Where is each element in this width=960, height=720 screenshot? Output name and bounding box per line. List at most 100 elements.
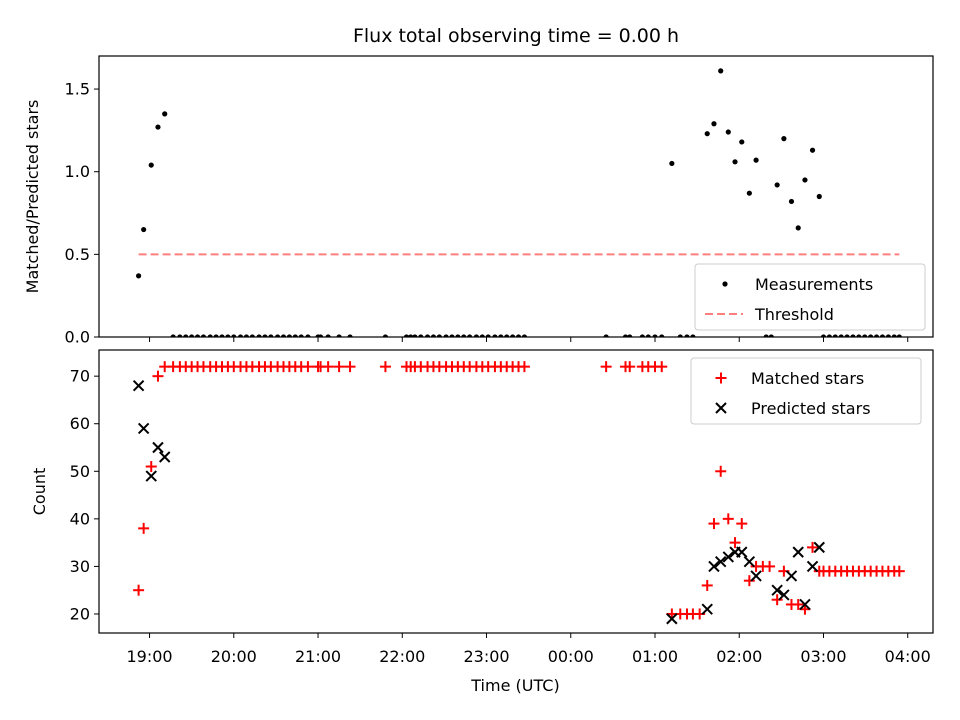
- predicted-stars-point: [701, 603, 713, 615]
- top-y-ticks: 0.0 0.5 1.0 1.5: [65, 80, 99, 347]
- measurements-point: [788, 198, 795, 205]
- measurements-point: [461, 334, 467, 337]
- measurements-point: [485, 334, 491, 337]
- measurements-point: [403, 334, 410, 337]
- measurements-point: [732, 159, 738, 165]
- matched-stars-point: [138, 522, 150, 534]
- matched-stars-point: [600, 361, 612, 373]
- legend-box: [694, 263, 926, 331]
- measurements-point: [194, 334, 201, 337]
- legend-box: [690, 357, 922, 425]
- measurements-point: [774, 182, 780, 188]
- top-legend: Measurements Threshold: [694, 263, 926, 331]
- measurements-point: [809, 147, 816, 153]
- x-tick-label: 19:00: [126, 647, 172, 666]
- measurements-point: [684, 334, 690, 337]
- measurements-point: [274, 334, 281, 337]
- top-plot-panel: 0.0 0.5 1.0 1.5 Matched/Predicted stars Mea…: [23, 55, 934, 347]
- measurements-point: [455, 334, 461, 337]
- measurements-point: [424, 334, 431, 337]
- measurements-point: [711, 121, 717, 127]
- matched-stars-point: [743, 575, 755, 587]
- x-tick-label: 02:00: [716, 647, 762, 666]
- predicted-stars-point: [799, 598, 811, 611]
- matched-stars-point: [379, 361, 391, 373]
- measurements-point: [677, 334, 683, 337]
- predicted-stars-point: [145, 470, 157, 482]
- measurements-point: [862, 334, 868, 337]
- bottom-plot-panel: 19:00 20:00 21:00 22:00 23:00 00:00 01:00 02:00…: [30, 349, 934, 695]
- y-tick-label: 50: [70, 462, 90, 481]
- measurements-point: [492, 334, 498, 337]
- predicted-stars-point: [152, 441, 164, 454]
- y-tick-label: 20: [70, 604, 90, 623]
- measurements-point: [219, 334, 225, 337]
- measurements-point: [521, 334, 528, 337]
- measurements-point: [305, 334, 311, 337]
- matched-stars-point: [764, 560, 776, 572]
- matched-stars-point: [322, 361, 334, 373]
- top-x-ticks: [149, 337, 909, 342]
- measurements-point: [347, 334, 353, 337]
- measurements-point: [816, 193, 822, 200]
- measurements-point: [781, 136, 787, 142]
- measurements-point: [286, 334, 292, 337]
- measurements-point: [826, 334, 832, 337]
- bottom-plot-frame: [98, 349, 934, 634]
- measurements-point: [449, 334, 455, 337]
- predicted-stars-point: [708, 560, 720, 573]
- measurements-point: [162, 111, 168, 117]
- bottom-x-axis-label: Time (UTC): [470, 676, 559, 695]
- legend-measurements-label: Measurements: [755, 275, 873, 294]
- predicted-stars-point: [715, 555, 727, 568]
- matched-stars-point: [152, 370, 164, 382]
- measurements-point: [243, 334, 250, 337]
- measurements-point: [262, 334, 268, 337]
- measurements-point: [896, 334, 902, 337]
- measurements-point: [479, 334, 485, 337]
- predicted-stars-point: [813, 541, 825, 554]
- matched-stars-point: [893, 565, 905, 577]
- x-tick-label: 22:00: [379, 647, 425, 666]
- matched-stars-point: [792, 598, 804, 610]
- measurements-point: [317, 334, 324, 337]
- top-plot-frame: [98, 55, 934, 338]
- matched-stars-point: [302, 361, 314, 373]
- predicted-stars-point: [771, 584, 783, 596]
- measurements-point: [135, 273, 142, 279]
- measurements-point: [639, 334, 645, 337]
- predicted-stars-point: [722, 551, 734, 563]
- matched-stars-point: [807, 541, 819, 553]
- measurements-point: [802, 177, 808, 183]
- measurements-point: [844, 334, 850, 337]
- x-tick-label: 21:00: [295, 647, 341, 666]
- bottom-y-ticks: 20 30 40 50 60 70: [70, 367, 99, 623]
- measurements-point: [430, 334, 437, 337]
- measurements-point: [200, 334, 207, 337]
- matched-stars-point: [701, 579, 713, 591]
- legend-matched-stars-label: Matched stars: [751, 369, 864, 388]
- predicted-stars-point: [743, 555, 756, 568]
- matched-stars-point: [715, 465, 727, 477]
- measurements-point: [746, 190, 752, 196]
- measurements-point: [515, 334, 522, 337]
- legend-predicted-stars-swatch: [715, 402, 727, 414]
- measurements-point: [891, 334, 897, 337]
- measurements-point: [622, 334, 629, 337]
- measurements-point: [885, 334, 891, 337]
- matched-stars-point: [333, 361, 345, 373]
- x-tick-label: 23:00: [463, 647, 509, 666]
- measurements-point: [473, 334, 480, 337]
- measurements-point: [763, 334, 769, 337]
- top-chart-title: Flux total observing time = 0.00 h: [353, 25, 679, 47]
- measurements-point: [249, 334, 255, 337]
- y-tick-label: 0.0: [65, 328, 90, 347]
- matched-stars-point: [133, 584, 145, 596]
- measurements-point: [856, 334, 862, 337]
- matched-stars-point: [656, 361, 668, 373]
- predicted-stars-point: [792, 546, 804, 558]
- measurements-point: [189, 334, 195, 337]
- predicted-stars-point: [132, 379, 145, 392]
- legend-threshold-label: Threshold: [754, 305, 834, 324]
